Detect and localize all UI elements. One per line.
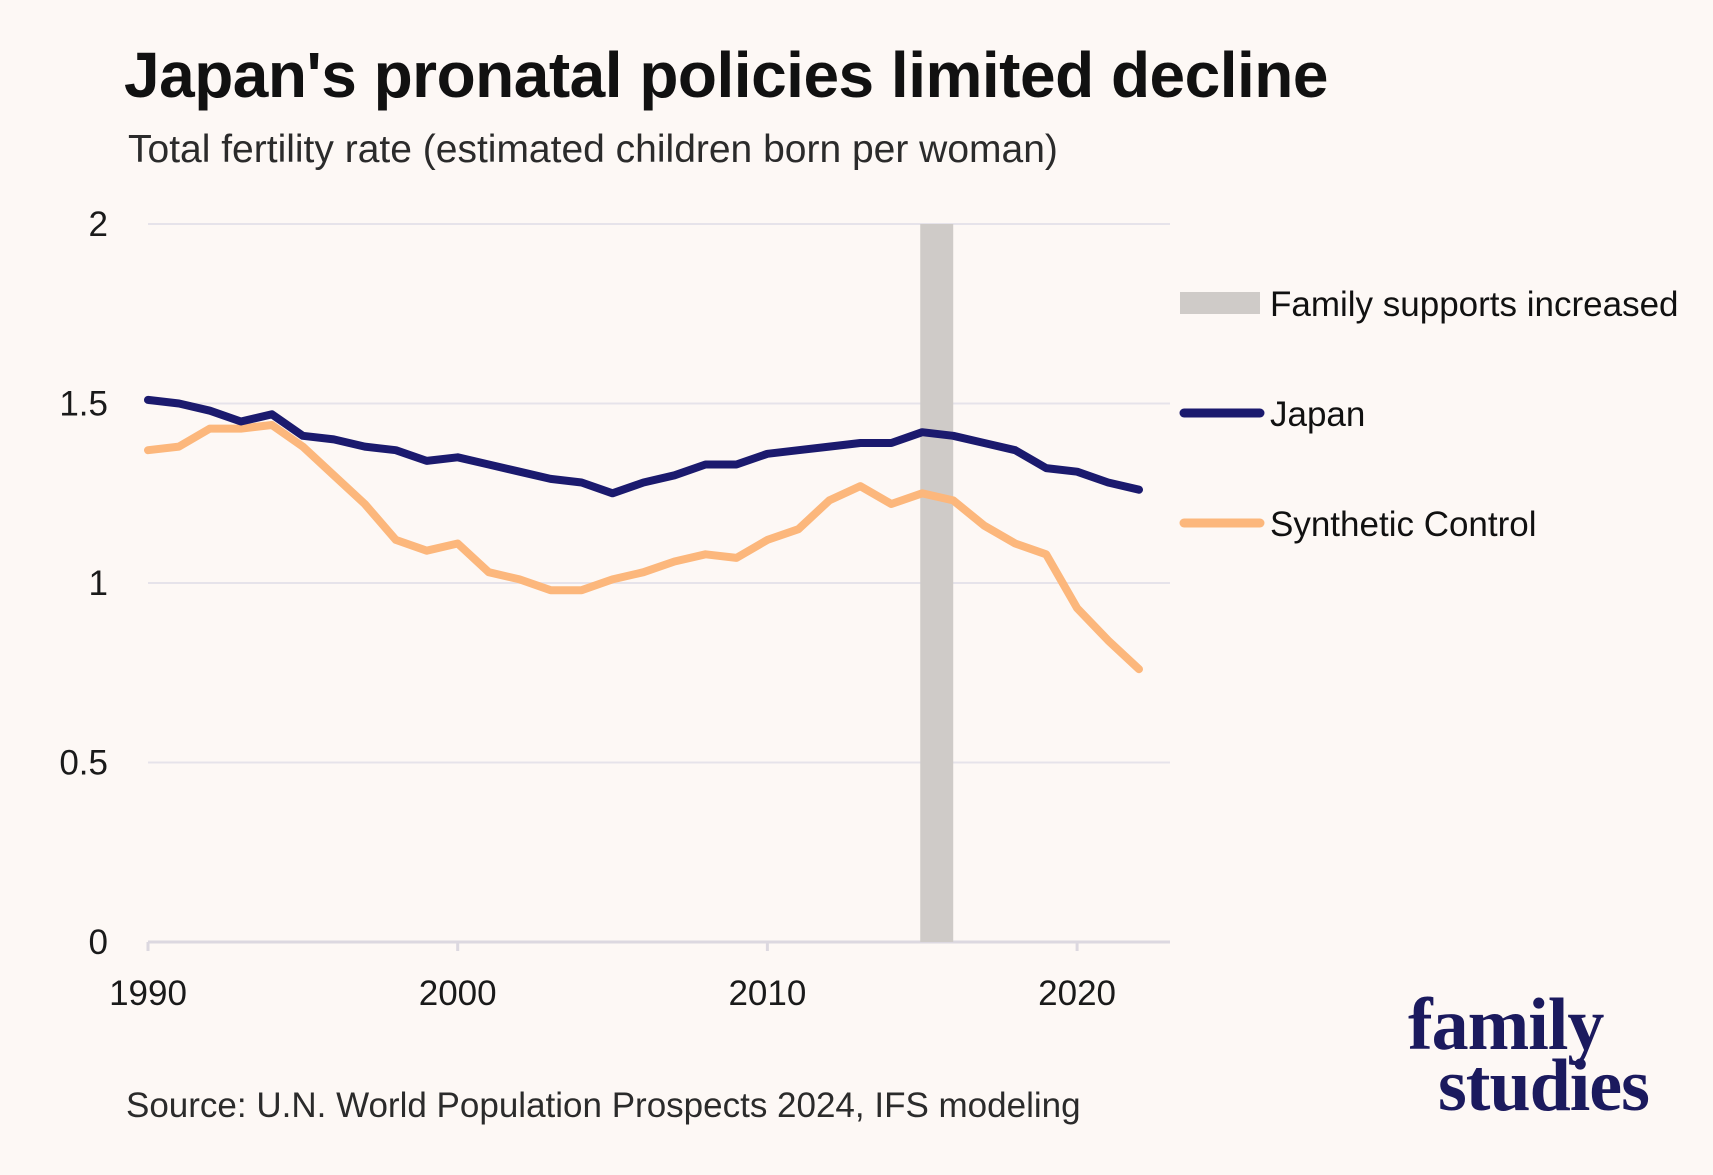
logo-line-1: family [1408, 984, 1604, 1066]
y-tick-label: 1.5 [59, 385, 108, 424]
axes: 0 0.5 1 1.5 2 1990 2000 2010 2020 [59, 205, 1116, 1013]
legend-label-japan: Japan [1270, 395, 1365, 434]
x-tick-label: 1990 [109, 974, 187, 1013]
legend-swatch-shade [1180, 292, 1260, 314]
series-line-synthetic-control [144, 421, 1143, 674]
grid-lines [148, 223, 1170, 944]
y-tick-label: 1 [89, 564, 108, 603]
chart-title: Japan's pronatal policies limited declin… [124, 39, 1328, 111]
x-tick-label: 2010 [728, 974, 806, 1013]
logo-line-2: studies [1438, 1044, 1650, 1127]
series-line-japan [144, 395, 1143, 498]
series-lines [144, 395, 1143, 674]
y-tick-label: 0 [89, 923, 108, 962]
legend: Family supports increased Japan Synthetic … [1179, 285, 1679, 544]
x-tick-label: 2000 [419, 974, 497, 1013]
x-tick-label: 2020 [1038, 974, 1116, 1013]
legend-label-shade: Family supports increased [1270, 285, 1679, 324]
chart-subtitle: Total fertility rate (estimated children… [128, 128, 1058, 171]
y-tick-label: 2 [89, 205, 108, 244]
legend-label-synthetic-control: Synthetic Control [1270, 505, 1537, 544]
shaded-region [920, 224, 954, 942]
source-note: Source: U.N. World Population Prospects … [126, 1086, 1081, 1125]
family-studies-logo: family studies [1408, 988, 1650, 1127]
family-supports-shade [920, 224, 954, 942]
y-tick-label: 0.5 [59, 744, 108, 783]
